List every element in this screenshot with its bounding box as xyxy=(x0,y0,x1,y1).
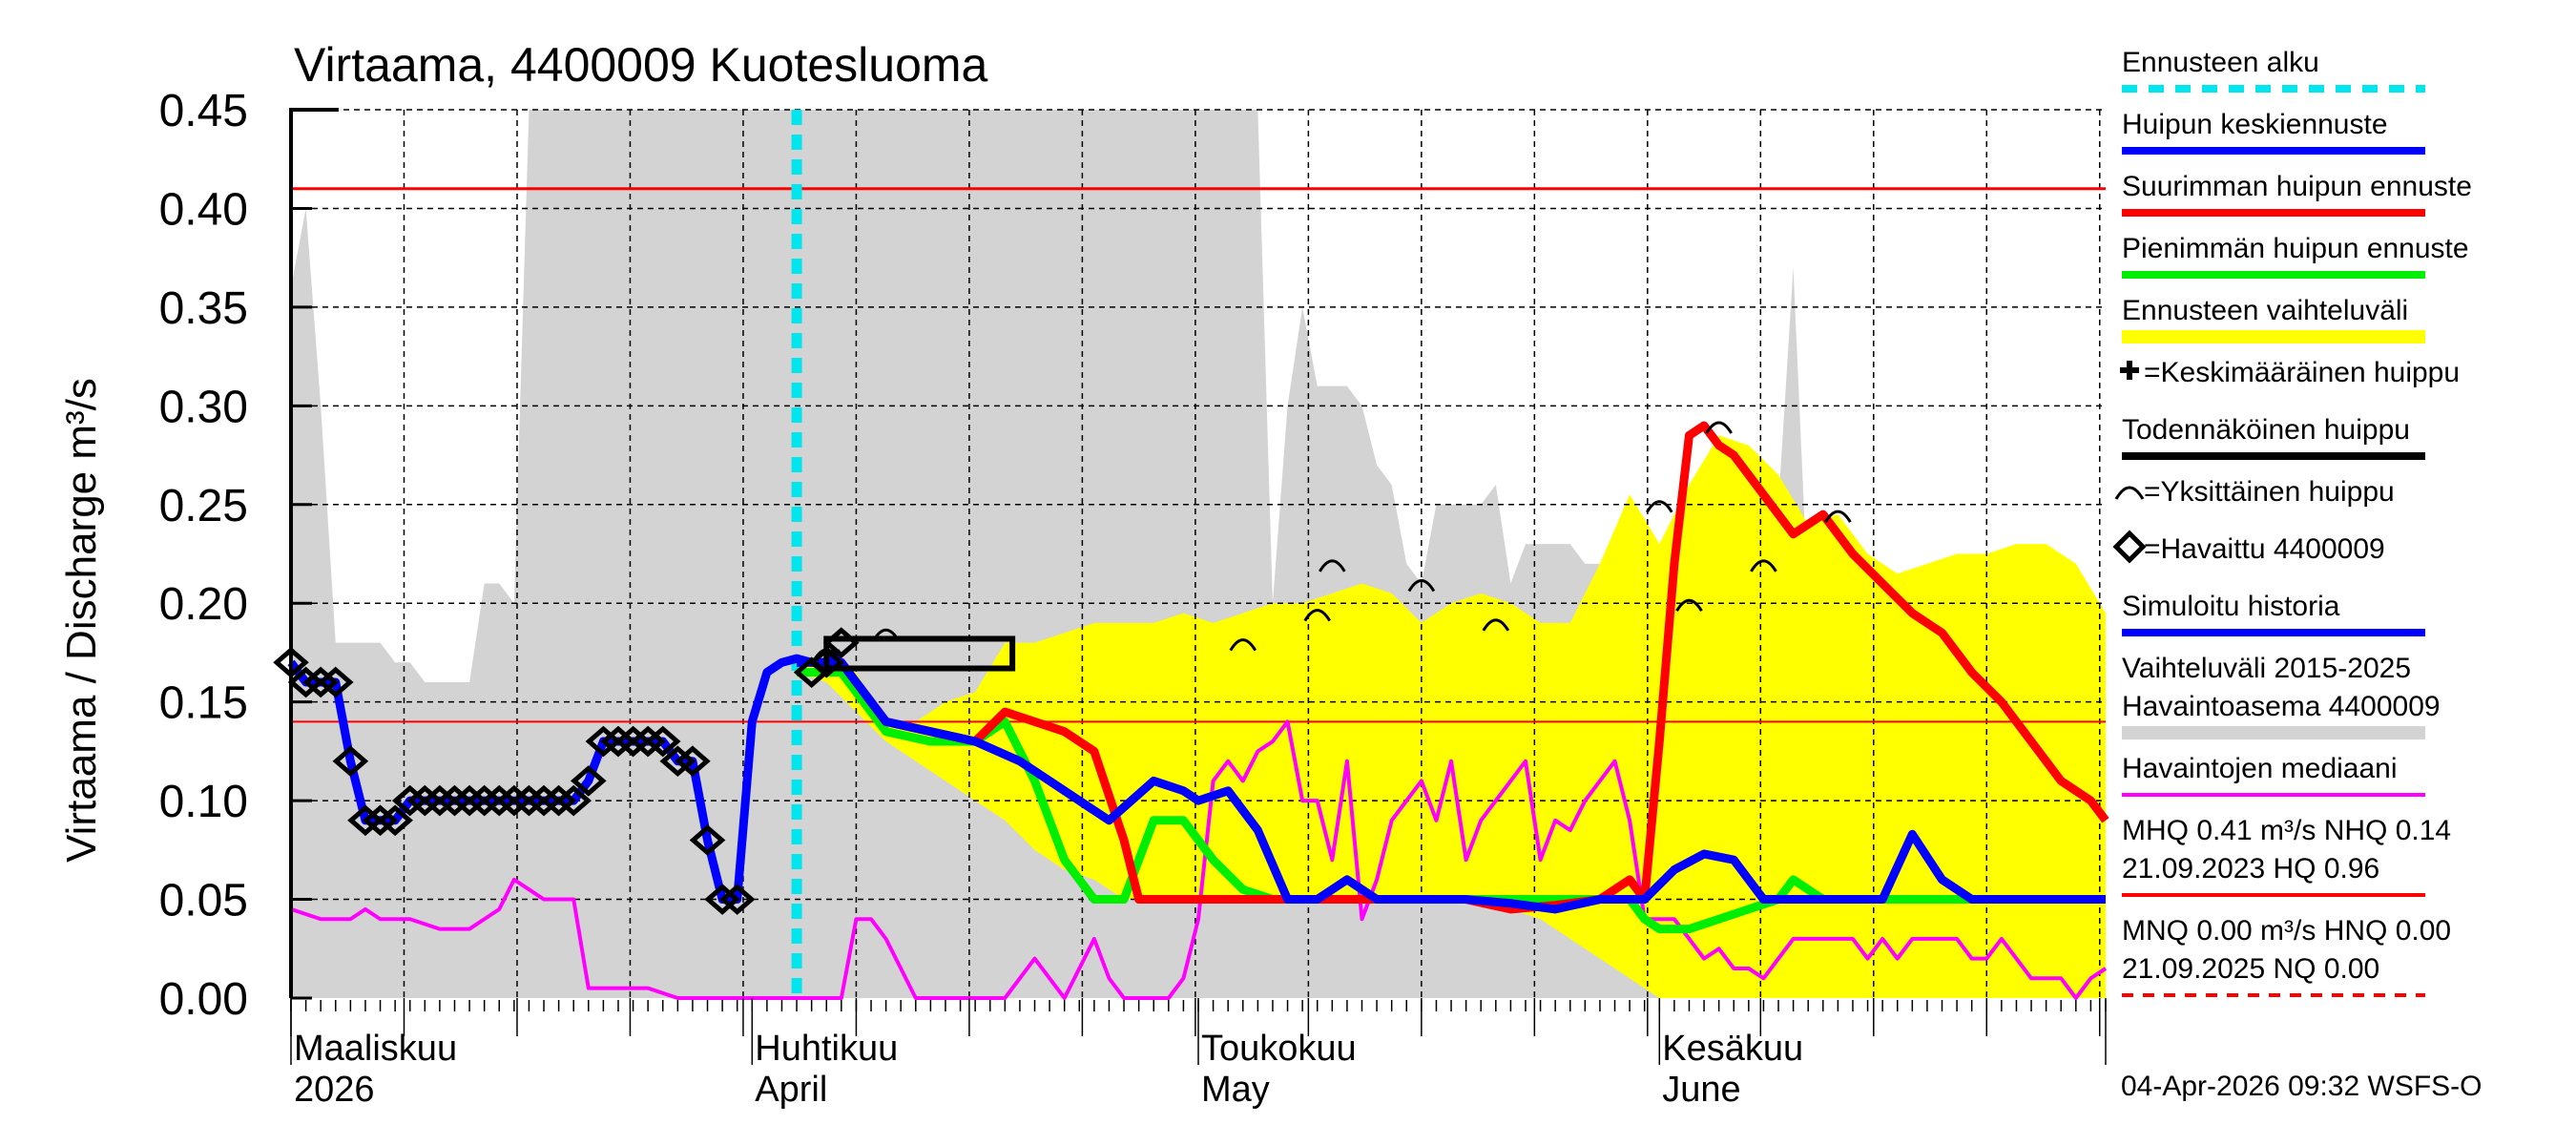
probable-peak-box xyxy=(823,635,1016,672)
observed-diamond-icon xyxy=(466,784,503,817)
legend-label: 21.09.2023 HQ 0.96 xyxy=(2122,853,2379,885)
observed-diamond-icon xyxy=(510,784,548,817)
observed-diamond-icon xyxy=(436,784,473,817)
single-peak-arc-icon xyxy=(1646,500,1673,513)
legend-label: MHQ 0.41 m³/s NHQ 0.14 xyxy=(2122,815,2451,846)
observed-diamond-icon xyxy=(451,784,488,817)
observed-diamond-icon xyxy=(302,666,339,698)
axes-layer: 0.00 0.05 0.10 0.15 0.20 0.25 0.30 0.35 0.40 0.45… xyxy=(159,86,2107,1110)
observed-diamond-icon xyxy=(422,784,458,817)
legend-label: Havaintojen mediaani xyxy=(2122,753,2398,784)
month-label-fi: Huhtikuu xyxy=(755,1029,898,1069)
observed-diamond-icon xyxy=(377,804,413,837)
legend-label: Ennusteen alku xyxy=(2122,47,2319,78)
observed-diamond-icon xyxy=(644,725,681,758)
observed-diamond-icon xyxy=(526,784,562,817)
observed-diamond-icon xyxy=(481,784,518,817)
series-line xyxy=(290,719,2108,1000)
bands-layer xyxy=(291,110,2106,998)
legend-label: MNQ 0.00 m³/s HNQ 0.00 xyxy=(2122,915,2451,947)
observed-diamond-icon xyxy=(630,725,666,758)
single-peak-arc-icon xyxy=(1824,510,1852,523)
month-label-en: April xyxy=(755,1070,827,1110)
observed-diamond-icon xyxy=(718,884,756,915)
observed-diamond-icon xyxy=(585,725,622,758)
legend: Ennusteen alku Huipun keskiennuste Suurimm… xyxy=(2112,47,2472,997)
y-axis-label: Virtaama / Discharge m³/s xyxy=(58,378,105,863)
single-peak-arc-icon xyxy=(1482,618,1510,632)
observed-diamond-icon xyxy=(391,784,428,817)
series-layer xyxy=(287,421,2109,1000)
observed-diamond-icon xyxy=(496,784,532,817)
y-tick-label: 0.20 xyxy=(159,579,248,630)
observed-diamond-icon xyxy=(317,666,354,698)
y-tick-label: 0.15 xyxy=(159,678,248,729)
observed-diamond-icon xyxy=(704,884,740,915)
single-peak-arc-icon xyxy=(1675,598,1703,613)
legend-label: =Havaittu 4400009 xyxy=(2144,533,2385,565)
legend-label: Vaihteluväli 2015-2025 xyxy=(2122,653,2411,684)
observed-diamond-icon xyxy=(540,784,577,817)
y-tick-label: 0.40 xyxy=(159,184,248,235)
month-label-en: June xyxy=(1662,1070,1740,1110)
y-tick-label: 0.35 xyxy=(159,283,248,334)
observed-diamond-icon xyxy=(406,784,444,817)
observed-diamond-icon xyxy=(689,824,726,856)
legend-label: 21.09.2025 NQ 0.00 xyxy=(2122,953,2379,985)
arc-icon xyxy=(2114,486,2145,500)
series-line xyxy=(797,657,2106,914)
y-tick-label: 0.45 xyxy=(159,86,248,136)
legend-label: Simuloitu historia xyxy=(2122,591,2340,622)
observed-diamond-icon xyxy=(570,765,607,797)
legend-label: Pienimmän huipun ennuste xyxy=(2122,233,2469,264)
single-peak-arc-icon xyxy=(1319,559,1346,572)
observed-diamond-icon xyxy=(614,725,652,758)
month-label-en: 2026 xyxy=(294,1070,375,1110)
legend-label: Todennäköinen huippu xyxy=(2122,414,2410,446)
legend-label: =Yksittäinen huippu xyxy=(2144,476,2395,508)
legend-label: =Keskimääräinen huippu xyxy=(2144,357,2460,388)
diamond-icon xyxy=(2112,530,2147,564)
legend-label: Huipun keskiennuste xyxy=(2122,109,2388,140)
legend-label: Suurimman huipun ennuste xyxy=(2122,171,2472,202)
observed-diamond-icon xyxy=(675,745,711,778)
y-tick-label: 0.25 xyxy=(159,481,248,531)
single-peak-arc-icon xyxy=(872,628,900,642)
month-label-fi: Kesäkuu xyxy=(1662,1029,1803,1069)
observed-diamond-icon xyxy=(555,784,592,817)
legend-label: Havaintoasema 4400009 xyxy=(2122,691,2441,722)
y-tick-label: 0.00 xyxy=(159,974,248,1025)
month-label-en: May xyxy=(1201,1070,1270,1110)
observed-diamond-icon xyxy=(347,804,384,837)
timestamp: 04-Apr-2026 09:32 WSFS-O xyxy=(2121,1071,2483,1102)
markers-layer xyxy=(273,421,1852,915)
y-axis-line xyxy=(289,108,339,998)
single-peak-arc-icon xyxy=(1705,421,1733,434)
month-label-fi: Maaliskuu xyxy=(294,1029,457,1069)
single-peak-arc-icon xyxy=(1407,579,1436,593)
observed-diamond-icon xyxy=(659,745,696,778)
observed-diamond-icon xyxy=(600,725,636,758)
y-tick-label: 0.30 xyxy=(159,382,248,432)
reference-lines xyxy=(291,110,2106,998)
chart-title: Virtaama, 4400009 Kuotesluoma xyxy=(294,38,988,92)
single-peak-arc-icon xyxy=(1303,609,1332,622)
single-peak-arc-icon xyxy=(812,648,841,661)
observed-diamond-icon xyxy=(362,804,399,837)
y-tick-label: 0.10 xyxy=(159,777,248,827)
series-line xyxy=(797,421,2109,914)
plus-icon xyxy=(2120,361,2139,380)
y-tick-label: 0.05 xyxy=(159,876,248,926)
observed-diamond-icon xyxy=(332,745,369,778)
month-label-fi: Toukokuu xyxy=(1201,1029,1357,1069)
single-peak-arc-icon xyxy=(1750,559,1777,572)
single-peak-arc-icon xyxy=(1229,638,1257,652)
observed-diamond-icon xyxy=(287,666,324,698)
legend-label: Ennusteen vaihteluväli xyxy=(2122,295,2408,326)
